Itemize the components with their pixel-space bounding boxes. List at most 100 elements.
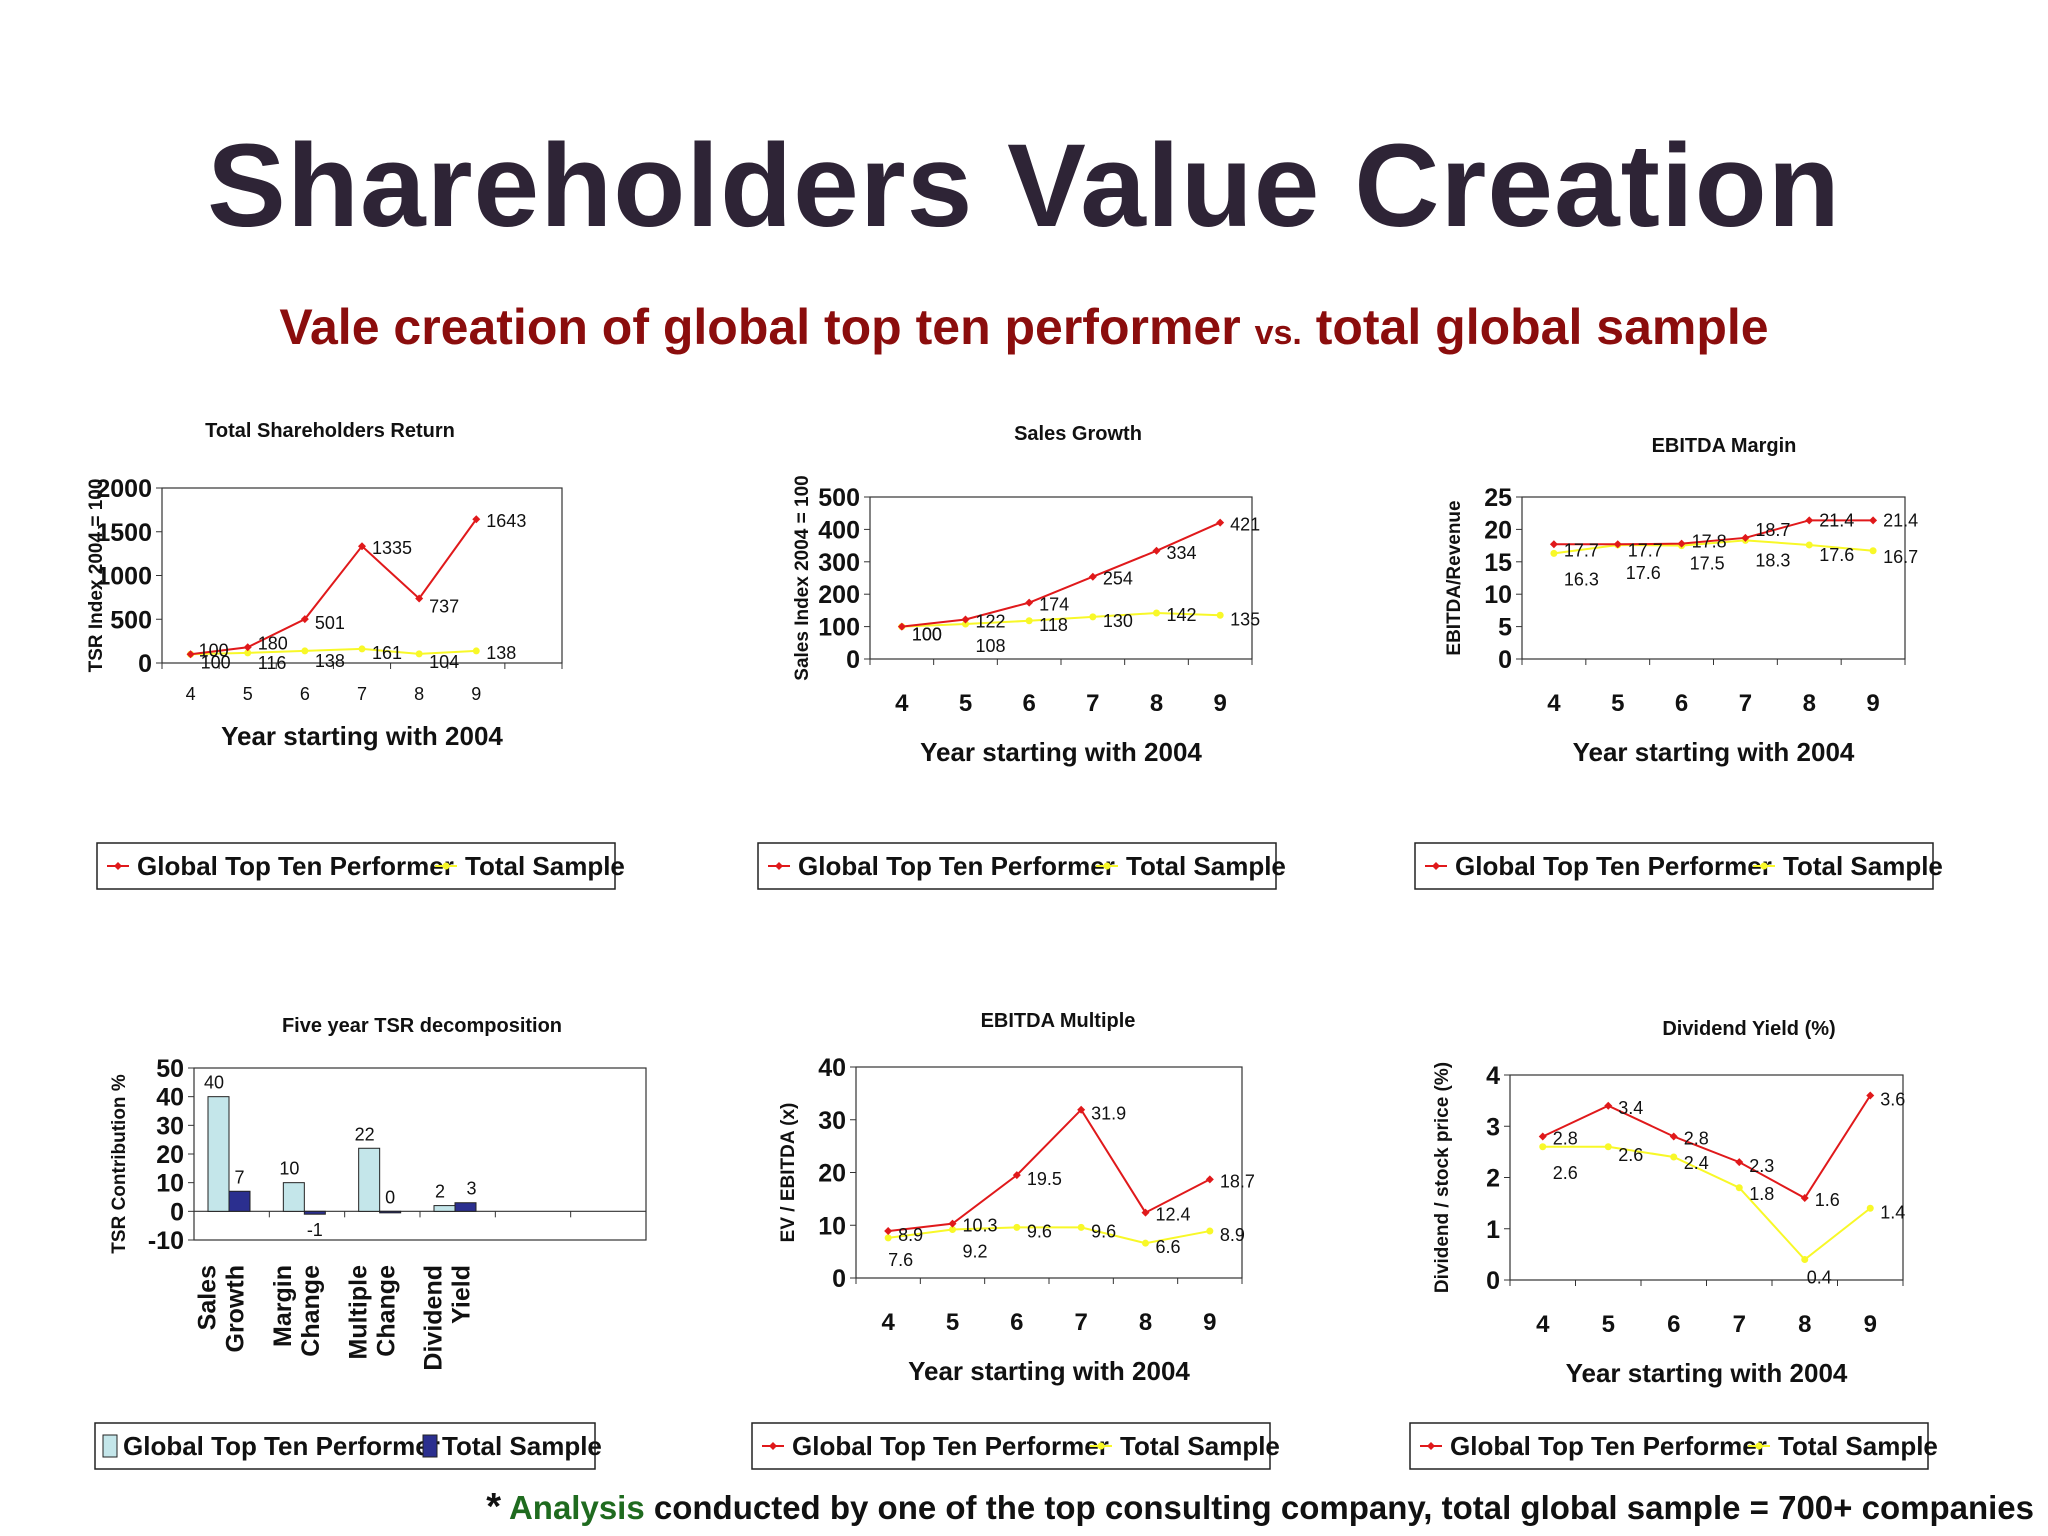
chart-title: Sales Growth bbox=[1014, 423, 1142, 445]
data-label-total-sample: 108 bbox=[976, 636, 1006, 656]
data-label-global-top-ten-performer: 1.6 bbox=[1815, 1190, 1840, 1210]
data-label-global-top-ten-performer: 421 bbox=[1230, 515, 1260, 535]
data-label-global-top-ten-performer: 19.5 bbox=[1027, 1169, 1062, 1189]
category-label: SalesGrowth bbox=[194, 1265, 250, 1353]
data-point-top-ten bbox=[1077, 1105, 1086, 1114]
data-point-total-sample bbox=[1801, 1256, 1809, 1263]
legend-label-top-ten: Global Top Ten Performer bbox=[1450, 1431, 1767, 1461]
plot-area bbox=[855, 1066, 1243, 1279]
y-tick-label: 0 bbox=[832, 1265, 846, 1293]
x-tick-label: 9 bbox=[471, 684, 481, 704]
series-line-global-top-ten-performer bbox=[888, 1108, 1211, 1233]
bar-total-sample bbox=[228, 1190, 251, 1212]
legend-marker-top-ten bbox=[775, 862, 783, 870]
x-tick-label: 9 bbox=[1866, 690, 1879, 717]
data-label-total-sample: 9.6 bbox=[1027, 1221, 1052, 1241]
data-point-top-ten bbox=[1141, 1208, 1150, 1217]
data-label-global-top-ten-performer: 18.7 bbox=[1220, 1171, 1255, 1191]
data-label-total-sample: 7 bbox=[234, 1167, 244, 1187]
y-tick-label: 1500 bbox=[96, 519, 152, 547]
y-tick-label: 100 bbox=[818, 614, 860, 642]
data-point-total-sample bbox=[1025, 617, 1033, 625]
footnote-star: * bbox=[486, 1486, 501, 1528]
chart-svg: Total Shareholders Return 0 500 1000 1500 200… bbox=[86, 420, 625, 890]
series-line-total-sample bbox=[1542, 1145, 1871, 1261]
plot-area bbox=[1509, 1074, 1904, 1281]
y-tick-label: 20 bbox=[156, 1141, 184, 1169]
data-point-top-ten bbox=[1604, 1101, 1613, 1110]
plot-area bbox=[869, 496, 1253, 660]
data-label-total-sample: 0.4 bbox=[1807, 1268, 1832, 1288]
data-label-total-sample: 17.6 bbox=[1626, 563, 1661, 583]
data-label-global-top-ten-performer: 3.4 bbox=[1618, 1098, 1643, 1118]
footnote: * Analysis conducted by one of the top c… bbox=[0, 1486, 2034, 1529]
data-label-total-sample: 135 bbox=[1230, 609, 1260, 629]
legend-label-top-ten: Global Top Ten Performer bbox=[137, 851, 454, 881]
data-point-total-sample bbox=[472, 647, 480, 655]
category-label: DividendYield bbox=[420, 1265, 476, 1371]
y-tick-label: 40 bbox=[818, 1054, 846, 1082]
data-point-top-ten bbox=[1866, 1091, 1875, 1100]
data-point-top-ten bbox=[472, 515, 481, 524]
data-label-global-top-ten-performer: 10.3 bbox=[963, 1216, 998, 1236]
data-point-top-ten bbox=[1669, 1132, 1678, 1141]
legend-marker-total-sample bbox=[1097, 1442, 1105, 1450]
data-label-total-sample: 130 bbox=[1103, 611, 1133, 631]
y-tick-label: 400 bbox=[818, 516, 860, 544]
bar-global-top-ten-performer bbox=[207, 1096, 230, 1212]
x-tick-label: 8 bbox=[1139, 1309, 1152, 1336]
data-point-top-ten bbox=[1869, 516, 1878, 525]
series-line-global-top-ten-performer bbox=[190, 518, 478, 656]
data-label-global-top-ten-performer: 2.8 bbox=[1684, 1129, 1709, 1149]
data-point-total-sample bbox=[1206, 1227, 1214, 1235]
chart-sales-growth: Sales Growth 0 100 200 300 400 500 4 5 6 7 8 9 Year s… bbox=[757, 415, 1398, 890]
footnote-highlight: Analysis bbox=[508, 1489, 645, 1526]
y-tick-label: 4 bbox=[1486, 1062, 1500, 1090]
footnote-text: conducted by one of the top consulting c… bbox=[644, 1489, 2034, 1526]
chart-dividend-yield: Dividend Yield (%) 0 1 2 3 4 4 5 6 7 8 9 Year starti… bbox=[1409, 1005, 2048, 1475]
data-point-top-ten bbox=[415, 594, 424, 603]
subtitle-part2: total global sample bbox=[1301, 299, 1769, 355]
bar-total-sample bbox=[303, 1210, 326, 1215]
data-point-total-sample bbox=[1216, 611, 1224, 619]
data-label-total-sample: 2.6 bbox=[1553, 1163, 1578, 1183]
data-label-global-top-ten-performer: 1335 bbox=[372, 538, 412, 558]
data-point-top-ten bbox=[948, 1219, 957, 1228]
y-tick-label: 30 bbox=[156, 1112, 184, 1140]
data-point-total-sample bbox=[1550, 549, 1558, 557]
data-label-global-top-ten-performer: 12.4 bbox=[1156, 1205, 1191, 1225]
y-tick-label: 1 bbox=[1486, 1216, 1500, 1244]
x-axis-label: Year starting with 2004 bbox=[1573, 737, 1855, 767]
x-axis-label: Year starting with 2004 bbox=[908, 1356, 1190, 1386]
slide-subtitle: Vale creation of global top ten performe… bbox=[0, 298, 2048, 356]
y-axis-label: EV / EBITDA (x) bbox=[778, 1103, 799, 1243]
x-axis-label: Year starting with 2004 bbox=[920, 737, 1202, 767]
y-tick-label: 0 bbox=[1486, 1267, 1500, 1295]
data-label-total-sample: 138 bbox=[315, 651, 345, 671]
data-point-top-ten bbox=[1735, 1158, 1744, 1167]
data-label-global-top-ten-performer: 100 bbox=[912, 625, 942, 645]
y-axis-label: TSR Contribution % bbox=[109, 1074, 130, 1254]
bar-total-sample bbox=[379, 1210, 402, 1214]
y-tick-label: 300 bbox=[818, 549, 860, 577]
data-label-global-top-ten-performer: 21.4 bbox=[1819, 510, 1854, 530]
data-point-top-ten bbox=[1012, 1171, 1021, 1180]
legend-marker-total-sample bbox=[1760, 862, 1768, 870]
legend-marker-top-ten bbox=[769, 1442, 777, 1450]
legend-label-total-sample: Total Sample bbox=[442, 1431, 602, 1461]
y-axis-label: Dividend / stock price (%) bbox=[1432, 1062, 1453, 1293]
x-tick-label: 5 bbox=[959, 690, 972, 717]
data-label-total-sample: 100 bbox=[912, 625, 942, 645]
x-tick-label: 7 bbox=[1739, 690, 1752, 717]
chart-svg: Sales Growth 0 100 200 300 400 500 4 5 6 7 8 9 Year s… bbox=[757, 423, 1286, 890]
x-tick-label: 8 bbox=[414, 684, 424, 704]
legend-label-total-sample: Total Sample bbox=[1126, 851, 1286, 881]
legend-label-total-sample: Total Sample bbox=[1783, 851, 1943, 881]
data-point-total-sample bbox=[358, 645, 366, 653]
x-tick-label: 5 bbox=[1611, 690, 1624, 717]
y-tick-label: 2000 bbox=[96, 475, 152, 503]
data-label-total-sample: 104 bbox=[429, 652, 459, 672]
legend-label-top-ten: Global Top Ten Performer bbox=[792, 1431, 1109, 1461]
legend-box bbox=[757, 842, 1277, 890]
subtitle-part1: Vale creation of global top ten performe… bbox=[279, 299, 1255, 355]
